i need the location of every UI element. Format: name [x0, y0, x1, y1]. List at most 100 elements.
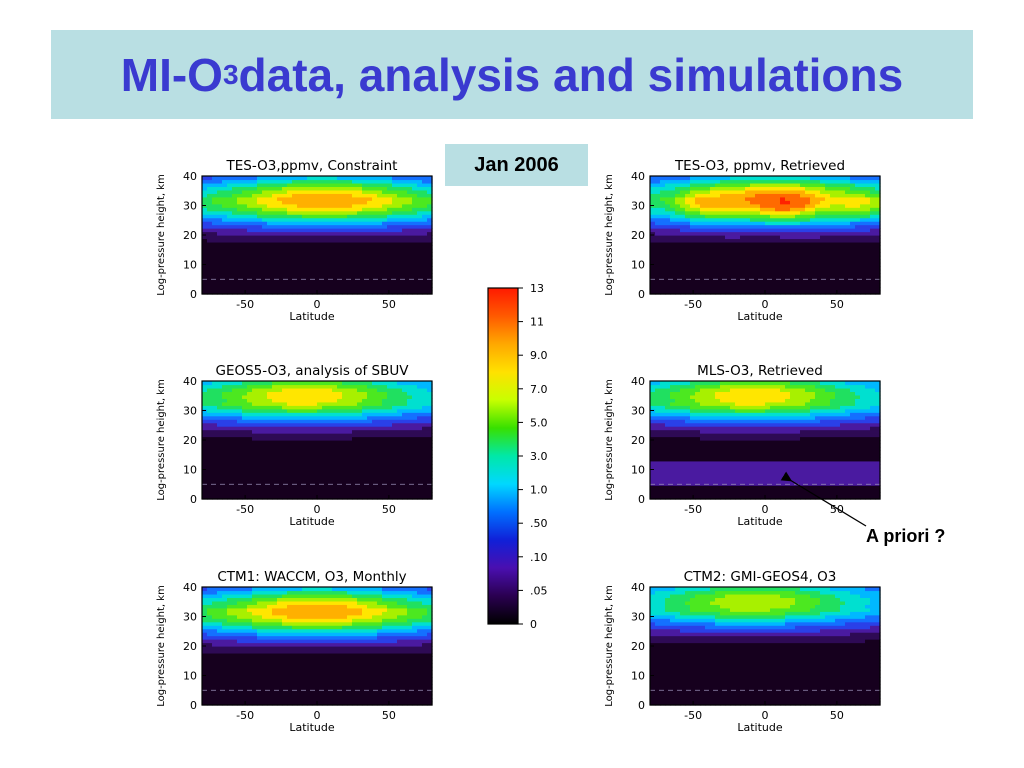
heatmap-cell [367, 408, 373, 413]
heatmap-cell [680, 245, 686, 250]
heatmap-cell [720, 221, 726, 226]
heatmap-cell [282, 262, 288, 267]
heatmap-cell [287, 419, 293, 424]
heatmap-cell [402, 440, 408, 445]
heatmap-cell [377, 460, 383, 465]
heatmap-cell [780, 245, 786, 250]
heatmap-cell [267, 217, 273, 222]
heatmap-cell [765, 196, 771, 201]
heatmap-cell [377, 259, 383, 264]
heatmap-cell [745, 255, 751, 260]
heatmap-cell [392, 478, 398, 483]
heatmap-cell [357, 485, 363, 490]
heatmap-cell [392, 276, 398, 281]
heatmap-cell [407, 440, 413, 445]
heatmap-cell [745, 210, 751, 215]
heatmap-cell [700, 245, 706, 250]
heatmap-cell [387, 262, 393, 267]
heatmap-cell [292, 280, 298, 285]
heatmap-cell [650, 266, 656, 271]
heatmap-cell [427, 193, 433, 198]
heatmap-cell [347, 481, 353, 486]
heatmap-cell [750, 214, 756, 219]
heatmap-cell [725, 252, 731, 257]
heatmap-cell [402, 200, 408, 205]
heatmap-cell [237, 255, 243, 260]
heatmap-cell [755, 228, 761, 233]
heatmap-cell [650, 189, 656, 194]
heatmap-cell [287, 401, 293, 406]
heatmap-cell [287, 200, 293, 205]
heatmap-cell [850, 248, 856, 253]
heatmap-cell [650, 419, 656, 424]
heatmap-cell [207, 290, 213, 295]
heatmap-cell [785, 238, 791, 243]
heatmap-cell [362, 179, 368, 184]
heatmap-cell [407, 446, 413, 452]
heatmap-cell [287, 433, 293, 438]
heatmap-cell [690, 248, 696, 253]
heatmap-cell [770, 269, 776, 274]
heatmap-cell [257, 228, 263, 233]
heatmap-cell [785, 189, 791, 194]
heatmap-cell [790, 280, 796, 285]
heatmap-cell [705, 210, 711, 215]
heatmap-cell [670, 440, 676, 445]
heatmap-cell [302, 245, 308, 250]
heatmap-cell [297, 196, 303, 201]
heatmap-cell [845, 228, 851, 233]
heatmap-cell [207, 436, 213, 441]
heatmap-cell [730, 290, 736, 295]
heatmap-cell [382, 446, 388, 452]
heatmap-cell [790, 217, 796, 222]
heatmap-cell [705, 179, 711, 184]
heatmap-cell [407, 280, 413, 285]
heatmap-cell [242, 408, 248, 413]
heatmap-cell [332, 485, 338, 490]
heatmap-cell [252, 235, 258, 240]
heatmap-cell [830, 207, 836, 212]
heatmap-cell [660, 207, 666, 212]
heatmap-cell [297, 262, 303, 267]
heatmap-cell [272, 398, 278, 403]
heatmap-cell [362, 228, 368, 233]
heatmap-cell [332, 467, 338, 472]
heatmap-cell [750, 217, 756, 222]
heatmap-cell [412, 387, 418, 393]
heatmap-cell [332, 276, 338, 281]
heatmap-cell [855, 176, 861, 181]
heatmap-cell [850, 176, 856, 181]
heatmap-cell [665, 255, 671, 260]
heatmap-cell [227, 196, 233, 201]
heatmap-cell [660, 231, 666, 236]
heatmap-cell [292, 287, 298, 292]
heatmap-cell [207, 478, 213, 483]
heatmap-cell [710, 266, 716, 271]
heatmap-cell [257, 200, 263, 205]
heatmap-cell [720, 262, 726, 267]
heatmap-cell [770, 186, 776, 191]
heatmap-cell [332, 196, 338, 201]
heatmap-cell [720, 252, 726, 257]
heatmap-cell [810, 273, 816, 278]
heatmap-cell [685, 283, 691, 288]
heatmap-cell [720, 259, 726, 264]
heatmap-cell [312, 467, 318, 472]
heatmap-cell [292, 422, 298, 427]
heatmap-cell [865, 273, 871, 278]
heatmap-cell [292, 176, 298, 181]
heatmap-cell [710, 210, 716, 215]
heatmap-cell [655, 457, 661, 462]
heatmap-cell [820, 214, 826, 219]
heatmap-cell [232, 478, 238, 483]
heatmap-cell [412, 290, 418, 295]
heatmap-cell [262, 446, 268, 452]
heatmap-cell [367, 384, 373, 389]
heatmap-cell [855, 224, 861, 229]
heatmap-cell [282, 176, 288, 181]
heatmap-cell [755, 214, 761, 219]
heatmap-cell [830, 255, 836, 260]
heatmap-cell [720, 182, 726, 188]
heatmap-cell [282, 269, 288, 274]
heatmap-cell [427, 478, 433, 483]
